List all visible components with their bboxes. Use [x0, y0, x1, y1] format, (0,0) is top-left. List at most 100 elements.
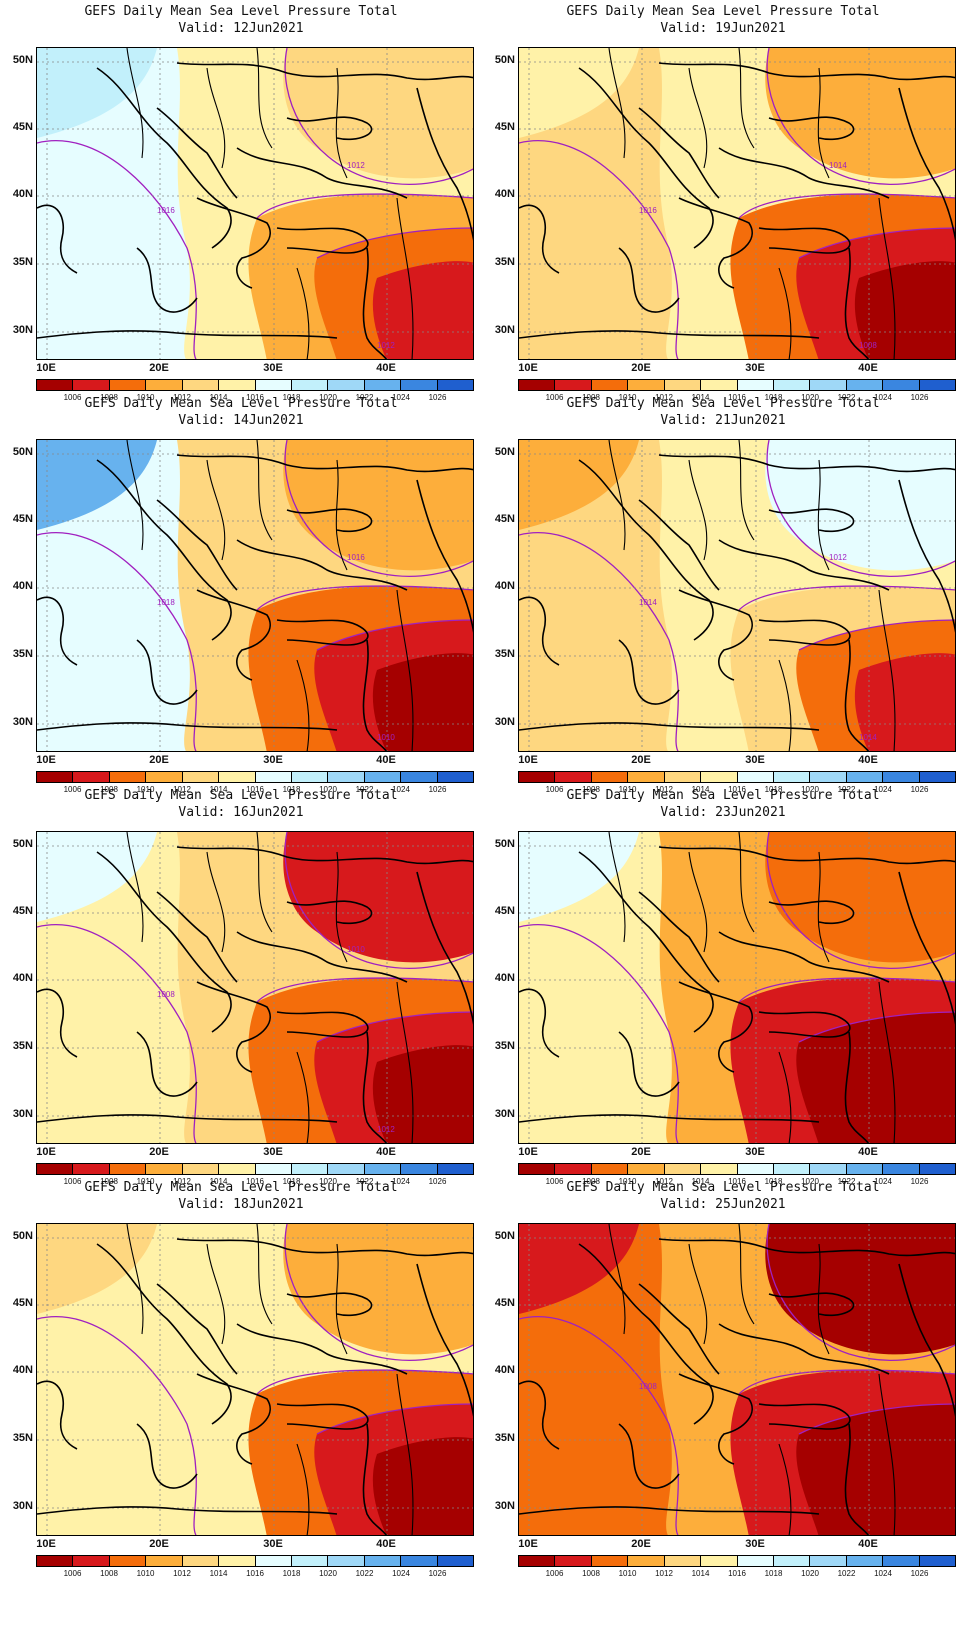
isobar-line	[519, 924, 679, 1143]
longitude-label: 10E	[518, 1538, 538, 1550]
isobar-line	[519, 140, 679, 359]
colorbar-label: 1012	[655, 393, 673, 402]
longitude-label: 40E	[858, 1146, 878, 1158]
colorbar-label: 1006	[545, 1177, 564, 1186]
colorbar-swatch	[437, 772, 474, 782]
longitude-label: 40E	[858, 362, 878, 374]
colorbar-swatch	[773, 1164, 811, 1174]
latitude-label: 40N	[12, 972, 33, 984]
coastline	[519, 596, 560, 666]
country-border	[206, 851, 226, 953]
country-border	[126, 440, 144, 551]
coastline	[519, 204, 560, 274]
colorbar-label: 1024	[392, 785, 410, 794]
coastline	[718, 1323, 890, 1375]
latitude-label: 45N	[12, 1297, 33, 1309]
colorbar-swatch	[919, 1164, 956, 1174]
region-northwest	[37, 1224, 157, 1314]
coastline	[898, 1263, 955, 1417]
coastline	[362, 1423, 388, 1535]
latitude-label: 35N	[12, 648, 33, 660]
coastline	[286, 116, 373, 141]
colorbar-swatch	[701, 1164, 738, 1174]
colorbar-label: 1026	[910, 785, 929, 794]
colorbar-swatch	[701, 380, 738, 390]
colorbar-label: 1010	[136, 1569, 155, 1578]
colorbar-swatch	[664, 1164, 702, 1174]
colorbar-swatch	[437, 1164, 474, 1174]
longitude-label: 30E	[745, 754, 765, 766]
country-border	[778, 1443, 792, 1535]
country-border	[296, 659, 310, 751]
latitude-label: 45N	[12, 513, 33, 525]
colorbar-label: 1022	[355, 1177, 374, 1186]
coastline	[618, 1423, 680, 1489]
coastline	[758, 619, 851, 646]
colorbar-swatch	[773, 1556, 811, 1566]
longitude-label: 30E	[745, 1538, 765, 1550]
colorbar-label: 1012	[655, 1177, 673, 1186]
coastline	[136, 639, 198, 705]
colorbar-swatch	[737, 1556, 774, 1566]
latitude-label: 30N	[12, 1108, 33, 1120]
valid-date: Valid: 14Jun2021	[178, 413, 304, 428]
country-border	[878, 197, 896, 359]
colorbar-label: 1024	[392, 1569, 410, 1578]
colorbar-swatch	[401, 772, 438, 782]
colorbar-label: 1018	[282, 785, 301, 794]
colorbar-label: 1020	[319, 785, 337, 794]
colorbar-swatch	[591, 1556, 629, 1566]
region-north	[765, 832, 955, 963]
isobar-line	[256, 1369, 473, 1395]
coastline	[758, 1011, 851, 1038]
coastline	[638, 499, 720, 591]
colorbar-label: 1008	[582, 1569, 600, 1578]
country-border	[688, 1243, 708, 1345]
coastline	[37, 1506, 338, 1515]
colorbar-label: 1018	[282, 393, 301, 402]
colorbar-label: 1020	[801, 1569, 819, 1578]
country-border	[296, 1051, 310, 1143]
colorbar-label: 1006	[545, 1569, 564, 1578]
country-border	[396, 197, 414, 359]
coastline	[276, 619, 369, 646]
region-northwest	[519, 1224, 639, 1314]
longitude-label: 10E	[36, 362, 56, 374]
region-north	[765, 440, 955, 571]
colorbar-swatch	[519, 380, 556, 390]
isobar-line	[37, 140, 197, 359]
colorbar-label: 1014	[209, 1177, 228, 1186]
pressure-map: 1018 1016 1010	[36, 439, 474, 752]
colorbar-label: 1016	[728, 393, 746, 402]
coastline	[37, 988, 78, 1058]
coastline	[236, 1323, 408, 1375]
colorbar-label: 1024	[874, 393, 892, 402]
pressure-map: 1016 1014 1008	[518, 47, 956, 360]
latitude-label: 40N	[494, 188, 515, 200]
forecast-panel: GEFS Daily Mean Sea Level Pressure Total…	[482, 1176, 964, 1586]
longitude-label: 30E	[745, 362, 765, 374]
latitude-label: 30N	[494, 1108, 515, 1120]
country-border	[256, 832, 273, 933]
coastline	[844, 1031, 870, 1143]
isobar-line	[766, 440, 955, 577]
country-border	[878, 981, 896, 1143]
colorbar-label: 1014	[691, 1569, 710, 1578]
coastline	[768, 508, 855, 533]
isobar-line	[738, 977, 955, 1003]
coastline	[678, 1373, 753, 1465]
isobar-line	[256, 193, 473, 219]
coastline	[844, 1423, 870, 1535]
latitude-label: 40N	[494, 1364, 515, 1376]
panel-title: GEFS Daily Mean Sea Level Pressure Total	[84, 1180, 398, 1195]
coastline	[37, 1114, 338, 1123]
colorbar-label: 1024	[392, 393, 410, 402]
country-border	[256, 48, 273, 149]
coastline	[416, 479, 473, 633]
latitude-label: 50N	[494, 838, 515, 850]
colorbar-label: 1016	[728, 1177, 746, 1186]
latitude-label: 50N	[12, 446, 33, 458]
longitude-label: 10E	[518, 1146, 538, 1158]
country-border	[335, 851, 348, 963]
longitude-label: 10E	[518, 362, 538, 374]
